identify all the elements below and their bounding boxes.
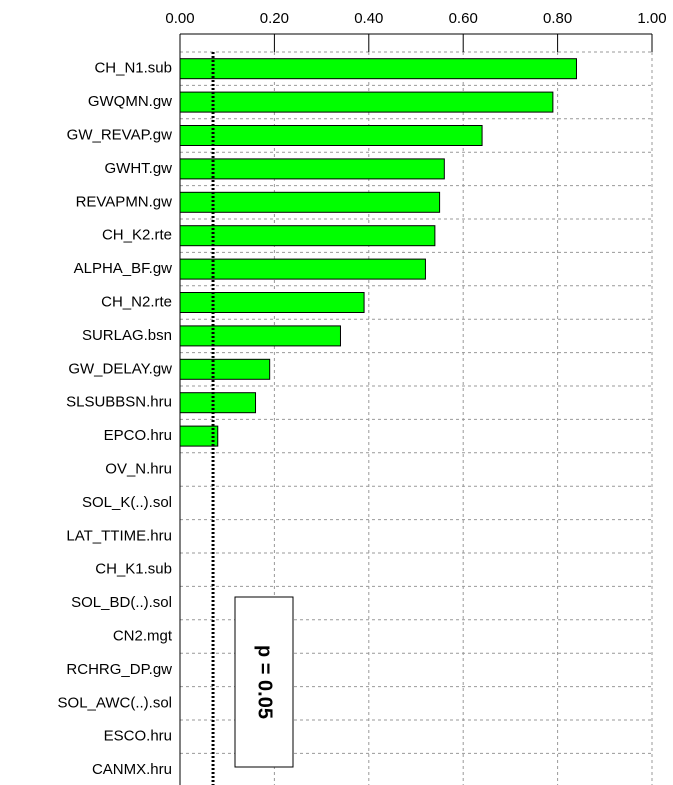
x-tick-label: 0.40 — [354, 10, 383, 27]
y-tick-label: GW_DELAY.gw — [68, 360, 172, 377]
y-tick-label: RCHRG_DP.gw — [66, 661, 172, 678]
x-tick-label: 0.20 — [260, 10, 289, 27]
bar — [179, 258, 426, 280]
bar — [179, 125, 483, 146]
x-tick-label: 0.00 — [165, 10, 194, 27]
y-tick-label: REVAPMN.gw — [76, 193, 173, 210]
y-tick-label: ALPHA_BF.gw — [74, 260, 173, 277]
bar — [179, 358, 271, 380]
y-tick-label: CH_N1.sub — [94, 60, 172, 77]
bar — [179, 91, 554, 113]
bar — [179, 392, 257, 414]
y-tick-label: CN2.mgt — [113, 627, 173, 644]
threshold-label: p = 0.05 — [254, 645, 276, 719]
x-tick-label: 0.80 — [543, 10, 572, 27]
x-tick-label: 0.60 — [449, 10, 478, 27]
bar — [179, 158, 445, 180]
y-tick-label: CANMX.hru — [92, 761, 172, 778]
y-tick-label: CH_K1.sub — [95, 561, 172, 578]
threshold-box — [234, 596, 294, 768]
bar — [179, 325, 341, 347]
y-tick-label: GW_REVAP.gw — [67, 126, 172, 143]
y-tick-label: SLSUBBSN.hru — [66, 394, 172, 411]
bar — [179, 292, 365, 313]
y-tick-label: CH_K2.rte — [102, 227, 172, 244]
bar — [179, 425, 219, 447]
bar — [179, 225, 436, 247]
y-tick-label: EPCO.hru — [104, 427, 172, 444]
y-tick-label: GWQMN.gw — [88, 93, 172, 110]
y-tick-label: SURLAG.bsn — [82, 327, 172, 344]
y-tick-label: OV_N.hru — [105, 460, 172, 477]
y-tick-label: LAT_TTIME.hru — [66, 527, 172, 544]
bar — [179, 191, 441, 213]
y-tick-label: CH_N2.rte — [101, 293, 172, 310]
y-tick-label: SOL_BD(..).sol — [71, 594, 172, 611]
y-tick-label: ESCO.hru — [104, 728, 172, 745]
y-tick-label: SOL_K(..).sol — [82, 494, 172, 511]
bar — [179, 58, 577, 80]
x-tick-label: 1.00 — [637, 10, 666, 27]
y-tick-label: SOL_AWC(..).sol — [58, 694, 172, 711]
y-tick-label: GWHT.gw — [105, 160, 173, 177]
